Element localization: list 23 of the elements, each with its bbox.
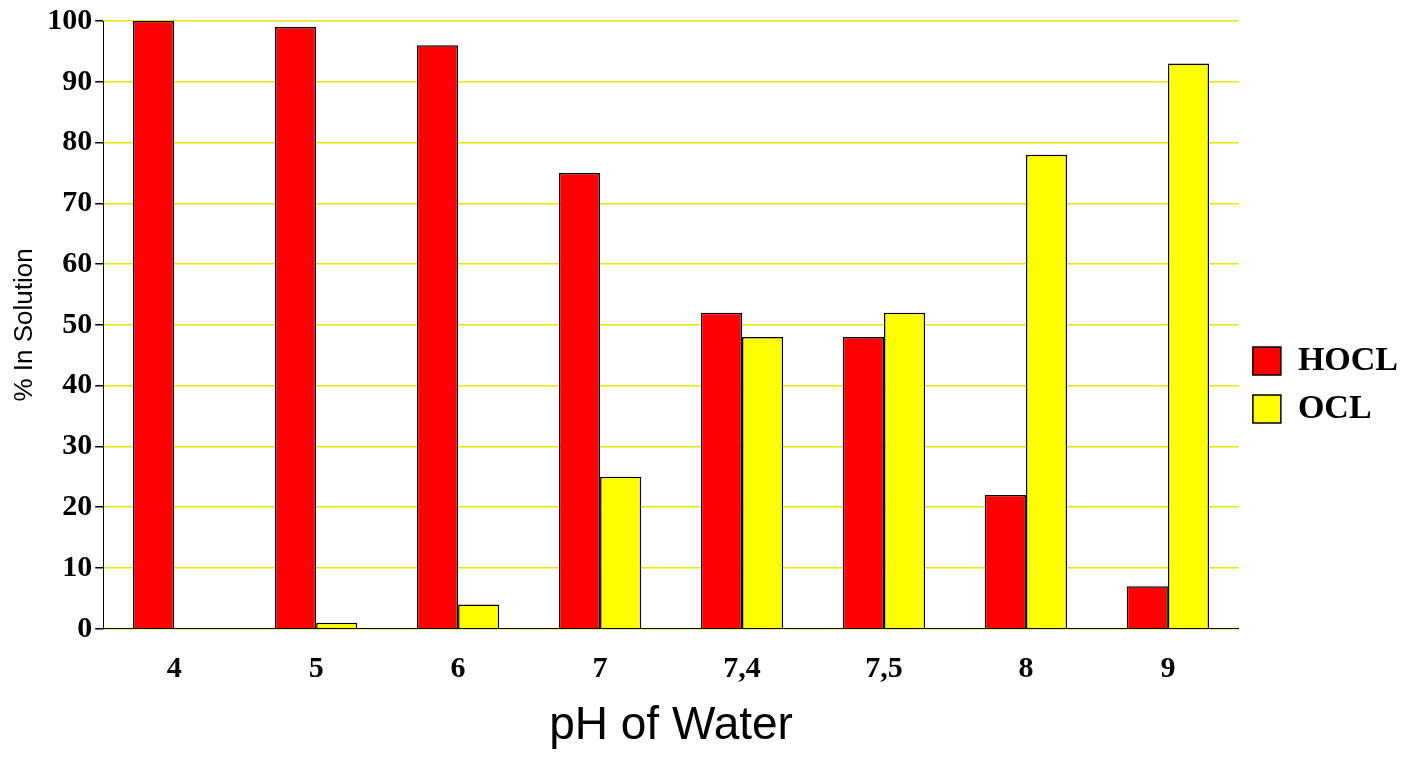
y-tick-label: 70: [62, 184, 93, 218]
y-tick-label: 50: [62, 305, 93, 339]
y-tick-label: 60: [62, 244, 93, 278]
y-tick-label: 0: [77, 609, 93, 643]
y-tick-label: 30: [62, 427, 93, 461]
x-tick-label: 8: [1018, 649, 1034, 683]
x-tick-label: 7,5: [865, 649, 903, 683]
y-tick-label: 100: [47, 1, 93, 35]
x-tick-label: 9: [1160, 649, 1176, 683]
y-tick-label: 40: [62, 366, 93, 400]
y-tick-label: 20: [62, 487, 93, 521]
x-tick-label: 7,4: [723, 649, 761, 683]
x-tick-label: 4: [166, 649, 182, 683]
y-tick-label: 90: [62, 62, 93, 96]
x-tick-label: 7: [592, 649, 608, 683]
x-axis-title: pH of Water: [549, 697, 793, 750]
legend-label: OCL: [1297, 387, 1372, 425]
y-axis-title: % In Solution: [7, 248, 38, 402]
legend-label: HOCL: [1297, 339, 1398, 377]
x-tick-label: 5: [308, 649, 324, 683]
x-tick-label: 6: [450, 649, 466, 683]
y-tick-label: 10: [62, 548, 93, 582]
y-tick-label: 80: [62, 123, 93, 157]
